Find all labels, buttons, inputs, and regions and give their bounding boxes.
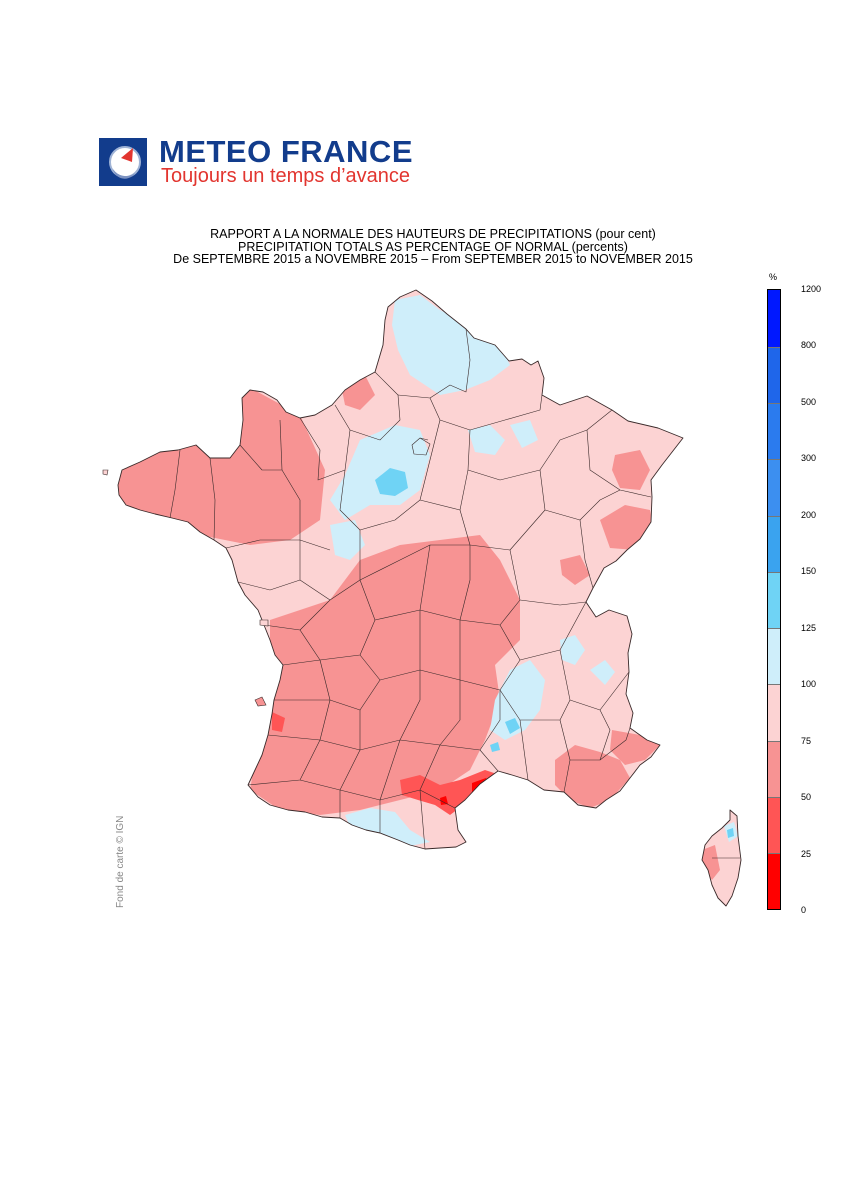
legend-band <box>768 515 780 573</box>
legend-label: 200 <box>801 509 817 520</box>
legend-band <box>768 852 780 910</box>
legend-unit: % <box>769 272 778 282</box>
legend-band <box>768 740 780 798</box>
legend-label: 500 <box>801 396 817 407</box>
legend-band <box>768 346 780 405</box>
legend-band <box>768 627 780 686</box>
legend-label: 150 <box>801 566 817 577</box>
meteo-france-logo: METEO FRANCE Toujours un temps d’avance <box>99 134 429 190</box>
title-line-3: De SEPTEMBRE 2015 a NOVEMBRE 2015 – From… <box>173 252 693 266</box>
brand-name: METEO FRANCE <box>159 134 413 169</box>
legend-band <box>768 683 780 742</box>
legend-band <box>768 402 780 461</box>
map-credit: Fond de carte © IGN <box>115 815 126 908</box>
title-line-1: RAPPORT A LA NORMALE DES HAUTEURS DE PRE… <box>210 227 656 241</box>
legend-label: 25 <box>801 848 812 859</box>
legend-label: 125 <box>801 622 817 633</box>
legend-band <box>768 290 780 348</box>
legend-label: 100 <box>801 679 817 690</box>
legend-label: 1200 <box>801 284 822 294</box>
legend-band <box>768 571 780 630</box>
legend-label: 800 <box>801 340 817 351</box>
meteo-france-logo-icon <box>99 138 147 186</box>
legend-label: 75 <box>801 735 812 746</box>
color-scale-bar <box>767 289 781 910</box>
legend-band <box>768 796 780 855</box>
map-title-block: RAPPORT A LA NORMALE DES HAUTEURS DE PRE… <box>0 228 848 266</box>
brand-tagline: Toujours un temps d’avance <box>161 165 411 187</box>
legend-label: 300 <box>801 453 817 464</box>
title-line-2: PRECIPITATION TOTALS AS PERCENTAGE OF NO… <box>238 239 628 254</box>
legend-label: 50 <box>801 792 812 803</box>
legend-band <box>768 458 780 517</box>
legend-label: 0 <box>801 905 807 915</box>
